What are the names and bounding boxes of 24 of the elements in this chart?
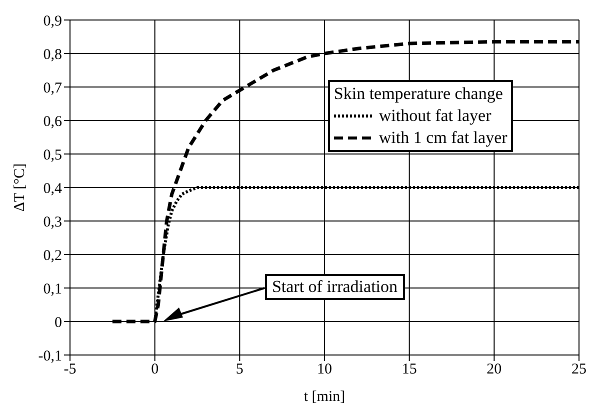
legend-label: with 1 cm fat layer	[378, 127, 508, 150]
y-tick-label: 0,8	[43, 46, 62, 63]
x-tick-label: 0	[151, 362, 159, 378]
y-tick-label: 0,1	[43, 281, 62, 298]
y-tick-label: 0,7	[43, 80, 62, 96]
y-axis-title: ΔT [°C]	[12, 163, 28, 212]
y-tick-label: 0,3	[43, 214, 62, 230]
legend-title: Skin temperature change	[334, 83, 504, 106]
x-tick-label: 15	[402, 362, 417, 378]
x-tick-label: 25	[572, 362, 586, 378]
x-axis-title: t [min]	[304, 389, 346, 405]
x-tick-label: 10	[317, 362, 332, 378]
x-tick-label: 5	[236, 362, 244, 378]
y-tick-label: 0,5	[43, 147, 62, 164]
x-tick-label: -5	[64, 362, 76, 378]
y-tick-label: 0,6	[43, 114, 62, 130]
y-tick-label: 0,2	[43, 248, 62, 264]
x-tick-label: 20	[486, 362, 502, 378]
annotation: Start of irradiation	[264, 274, 405, 300]
y-tick-label: 0	[54, 314, 62, 331]
legend-label: without fat layer	[378, 105, 492, 128]
y-tick-label: 0,4	[43, 180, 62, 197]
y-tick-label: 0,9	[43, 13, 62, 30]
y-tick-label: -0,1	[38, 348, 62, 364]
